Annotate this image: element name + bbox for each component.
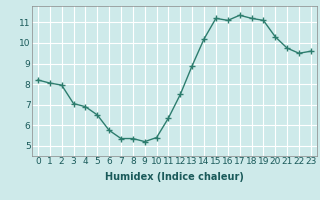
- X-axis label: Humidex (Indice chaleur): Humidex (Indice chaleur): [105, 172, 244, 182]
